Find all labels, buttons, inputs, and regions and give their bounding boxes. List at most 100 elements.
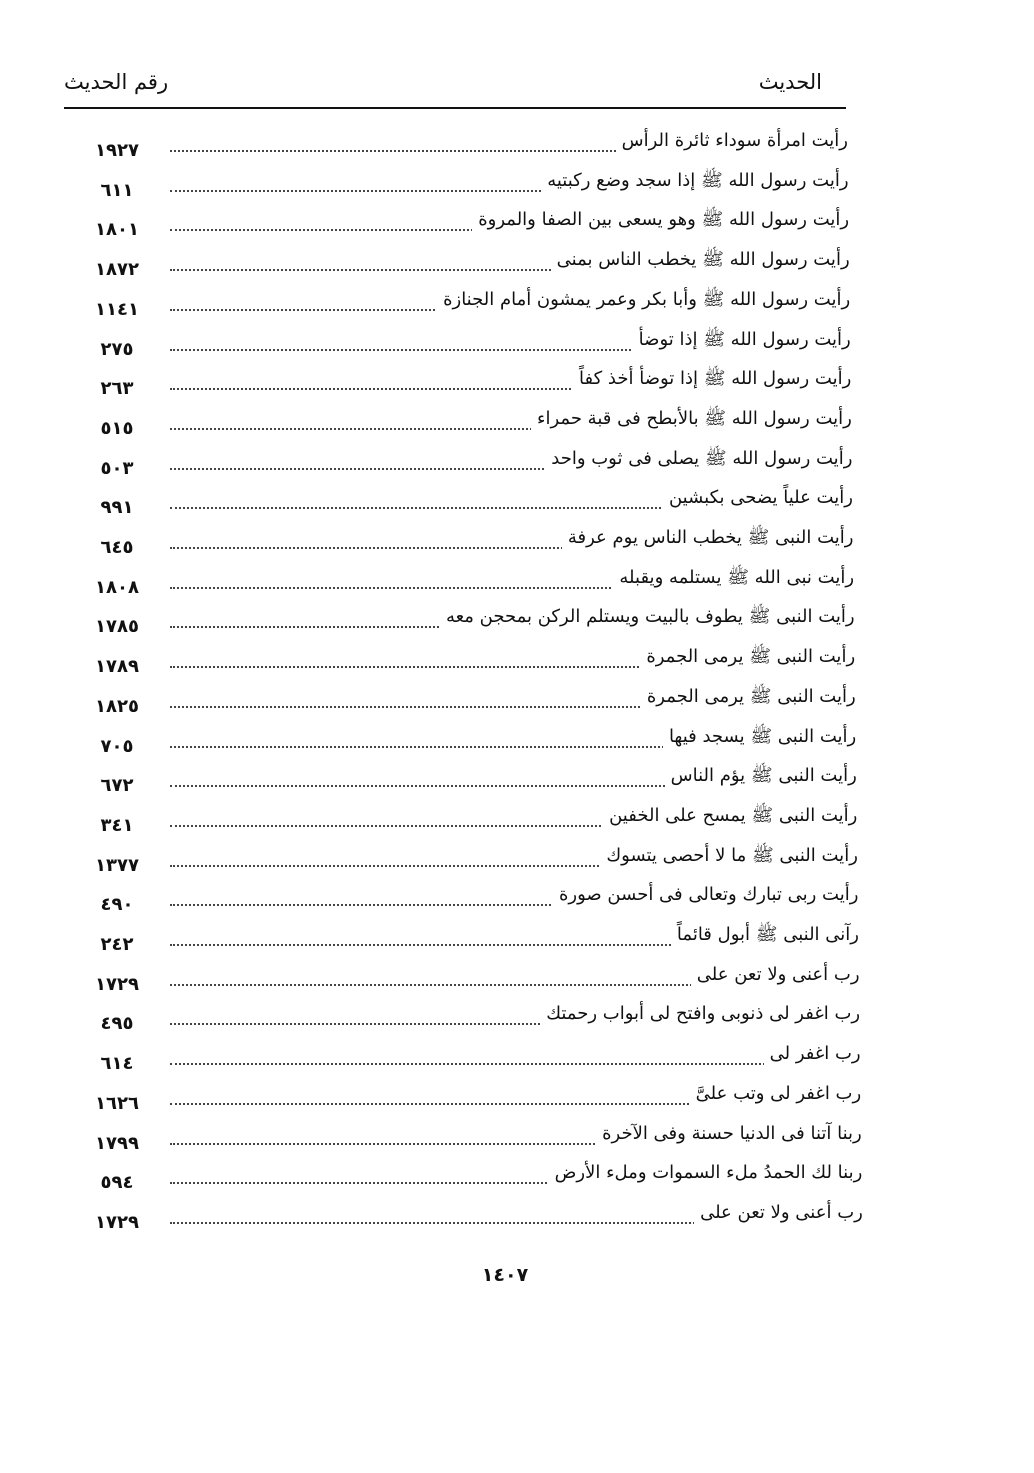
hadith-number: ٥١٥ (100, 417, 134, 439)
hadith-number: ٥٩٤ (100, 1172, 134, 1194)
index-entry: رأيت امرأة سوداء ثائرة الرأس ١٩٢٧ (95, 128, 848, 168)
hadith-number: ١٧٩٩ (95, 1132, 139, 1154)
hadith-number: ٤٩٥ (100, 1013, 134, 1035)
hadith-number: ١٧٢٩ (95, 1211, 139, 1233)
leader-dots (170, 1102, 862, 1105)
hadith-text: رب أعنى ولا تعن على (690, 961, 860, 988)
hadith-text: ربنا لك الحمدُ ملء السموات وملء الأرض (548, 1160, 863, 1187)
hadith-number: ٥٠٣ (100, 457, 134, 479)
index-entry: رأيت النبى ﷺ يرمى الجمرة ١٨٢٥ (95, 683, 856, 724)
leader-dots (170, 745, 857, 748)
hadith-text: رأيت رسول الله ﷺ يخطب الناس بمنى (550, 247, 850, 274)
index-entry: رأيت رسول الله ﷺ يخطب الناس بمنى ١٨٧٢ (95, 247, 850, 287)
hadith-text: رأيت رسول الله ﷺ بالأبطح فى قبة حمراء (531, 405, 852, 432)
hadith-number: ٣٤١ (100, 814, 134, 836)
index-entry: رب أعنى ولا تعن على ١٧٢٩ (95, 961, 860, 1002)
hadith-text: رب اغفر لى (763, 1041, 861, 1068)
leader-dots (170, 547, 854, 549)
hadith-text: رأيت رسول الله ﷺ إذا توضأ (632, 326, 851, 353)
hadith-number: ١٩٢٧ (95, 140, 139, 161)
leader-dots (170, 666, 856, 669)
hadith-number: ١٧٨٥ (95, 616, 139, 638)
hadith-text: رأيت رسول الله ﷺ يصلى فى ثوب واحد (545, 445, 853, 472)
hadith-text: رأيت رسول الله ﷺ وأبا بكر وعمر يمشون أما… (437, 286, 851, 313)
hadith-number: ٦٤٥ (100, 537, 134, 558)
hadith-text: رأيت النبى ﷺ يطوف بالبيت ويستلم الركن بم… (439, 604, 855, 631)
hadith-number: ٦١٤ (100, 1053, 134, 1075)
hadith-text: رأيت النبى ﷺ يرمى الجمرة (640, 644, 856, 671)
hadith-index-list: رأيت امرأة سوداء ثائرة الرأس ١٩٢٧ رأيت رسو… (95, 128, 863, 1240)
index-entry: رأيت النبى ﷺ يخطب الناس يوم عرفة ٦٤٥ (101, 525, 854, 565)
hadith-text: رأيت علياً يضحى بكبشين (662, 485, 853, 512)
hadith-number: ٦١١ (100, 179, 134, 201)
index-entry: رأيت ربى تبارك وتعالى فى أحسن صورة ٤٩٠ (101, 882, 859, 922)
hadith-text: رأيت نبى الله ﷺ يستلمه ويقبله (613, 564, 855, 591)
hadith-text: رآنى النبى ﷺ أبول قائماً (670, 922, 859, 948)
index-entry: ربنا لك الحمدُ ملء السموات وملء الأرض ٥٩٤ (101, 1160, 863, 1200)
hadith-number: ٩٩١ (100, 497, 134, 519)
hadith-number: ١٨٢٥ (95, 695, 139, 717)
index-entry: رأيت النبى ﷺ يسجد فيها ٧٠٥ (101, 723, 857, 764)
hadith-number: ٢٦٣ (100, 378, 134, 400)
leader-dots (170, 1142, 862, 1145)
hadith-number: ١٧٢٩ (95, 973, 139, 995)
leader-dots (170, 388, 852, 391)
column-header-hadith: الحديث (758, 70, 822, 94)
leader-dots (170, 824, 858, 827)
leader-dots (170, 1221, 863, 1224)
hadith-number: ١٦٢٦ (95, 1092, 139, 1114)
index-entry: رأيت النبى ﷺ يمسح على الخفين ٣٤١ (101, 802, 858, 843)
index-entry: رب اغفر لى ٦١٤ (101, 1041, 861, 1081)
hadith-number: ١١٤١ (95, 298, 139, 320)
index-entry: رأيت رسول الله ﷺ وهو يسعى بين الصفا والم… (95, 207, 850, 247)
index-entry: ربنا آتنا فى الدنيا حسنة وفى الآخرة ١٧٩٩ (95, 1120, 862, 1161)
leader-dots (170, 1023, 861, 1026)
leader-dots (170, 944, 859, 946)
leader-dots (170, 864, 858, 867)
leader-dots (170, 705, 856, 708)
hadith-text: رب اغفر لى وتب علىَّ (689, 1080, 862, 1107)
column-header-hadith-number: رقم الحديث (64, 70, 169, 94)
hadith-number: ١٨٧٢ (95, 259, 139, 281)
page-number: ١٤٠٧ (481, 1264, 529, 1286)
header-rule (64, 107, 846, 109)
leader-dots (170, 189, 849, 192)
index-entry: رأيت النبى ﷺ يرمى الجمرة ١٧٨٩ (95, 644, 856, 684)
leader-dots (170, 150, 848, 152)
index-entry: رأيت علياً يضحى بكبشين ٩٩١ (101, 485, 853, 525)
hadith-text: رأيت النبى ﷺ يمسح على الخفين (603, 802, 858, 829)
index-entry: رآنى النبى ﷺ أبول قائماً ٢٤٢ (101, 922, 859, 962)
index-entry: رأيت النبى ﷺ يطوف بالبيت ويستلم الركن بم… (95, 604, 855, 644)
index-entry: رأيت رسول الله ﷺ بالأبطح فى قبة حمراء ٥١٥ (101, 405, 852, 446)
hadith-text: رأيت رسول الله ﷺ إذا توضأ أخذ كفاً (573, 366, 852, 393)
hadith-number: ١٨٠٨ (95, 576, 139, 598)
index-entry: رأيت رسول الله ﷺ إذا سجد وضع ركبتيه ٦١١ (101, 167, 849, 208)
hadith-text: رأيت النبى ﷺ يسجد فيها (662, 723, 857, 750)
hadith-text: رأيت النبى ﷺ يرمى الجمرة (640, 683, 856, 710)
leader-dots (170, 586, 855, 589)
hadith-text: رأيت النبى ﷺ يخطب الناس يوم عرفة (561, 525, 854, 551)
hadith-number: ٧٠٥ (100, 735, 134, 757)
index-entry: رأيت النبى ﷺ ما لا أحصى يتسوك ١٣٧٧ (95, 842, 858, 883)
leader-dots (170, 269, 850, 272)
hadith-text: ربنا آتنا فى الدنيا حسنة وفى الآخرة (596, 1120, 862, 1147)
index-entry: رأيت نبى الله ﷺ يستلمه ويقبله ١٨٠٨ (95, 564, 855, 605)
leader-dots (170, 983, 860, 986)
hadith-text: رأيت امرأة سوداء ثائرة الرأس (615, 128, 848, 154)
leader-dots (170, 1063, 861, 1066)
hadith-number: ٤٩٠ (100, 894, 134, 916)
hadith-text: رأيت النبى ﷺ ما لا أحصى يتسوك (600, 842, 858, 869)
index-entry: رب اغفر لى ذنوبى وافتح لى أبواب رحمتك ٤٩٥ (101, 1001, 861, 1041)
hadith-number: ١٣٧٧ (95, 854, 139, 876)
leader-dots (170, 785, 857, 788)
hadith-number: ٢٤٢ (100, 934, 134, 955)
hadith-text: رأيت رسول الله ﷺ إذا سجد وضع ركبتيه (541, 167, 849, 194)
hadith-text: رب أعنى ولا تعن على (694, 1199, 863, 1226)
hadith-number: ٢٧٥ (100, 338, 134, 360)
leader-dots (170, 1182, 863, 1185)
index-entry: رب أعنى ولا تعن على ١٧٢٩ (95, 1199, 863, 1240)
leader-dots (170, 467, 853, 470)
index-entry: رب اغفر لى وتب علىَّ ١٦٢٦ (95, 1080, 862, 1121)
hadith-text: رأيت النبى ﷺ يؤم الناس (664, 763, 857, 790)
index-entry: رأيت رسول الله ﷺ وأبا بكر وعمر يمشون أما… (95, 286, 851, 327)
